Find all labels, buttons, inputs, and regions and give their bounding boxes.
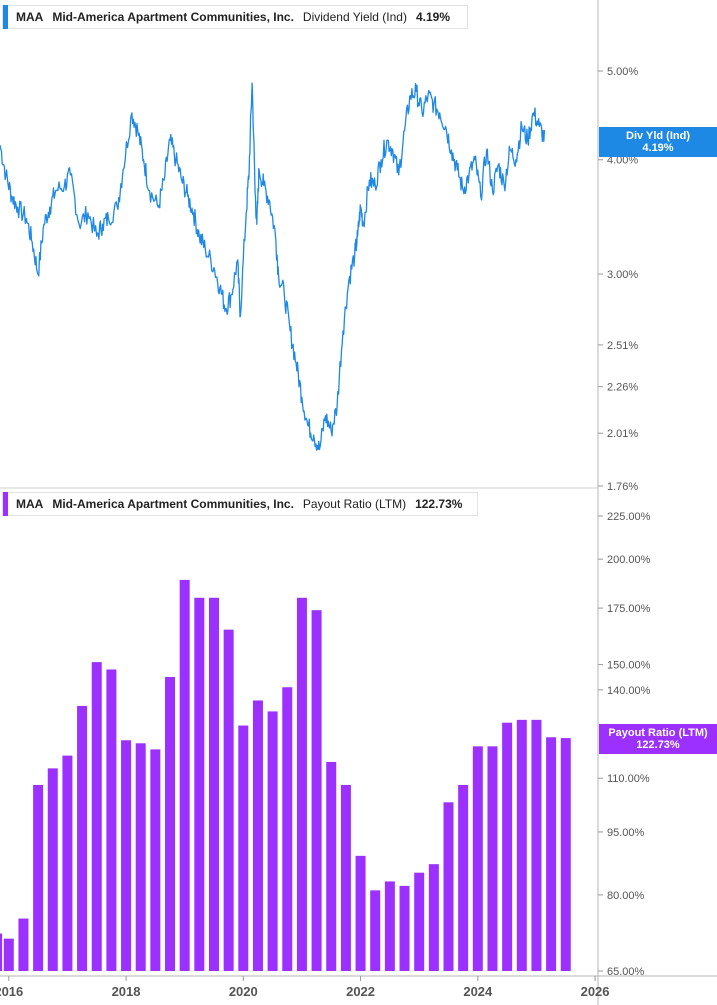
- payout-ratio-bar: [47, 768, 58, 971]
- legend-company: Mid-America Apartment Communities, Inc.: [52, 497, 294, 511]
- payout-ratio-bar: [179, 579, 190, 971]
- payout-ratio-bar: [531, 719, 542, 971]
- payout-ratio-bar: [106, 669, 117, 971]
- payout-ratio-bar: [223, 629, 234, 971]
- dividend-yield-series: [0, 82, 546, 451]
- payout-ratio-bar: [121, 740, 132, 971]
- payout-ratio-bar: [428, 864, 439, 971]
- y-tick-label: 5.00%: [607, 66, 638, 78]
- payout-ratio-bar: [135, 743, 146, 971]
- payout-ratio-bar: [311, 610, 322, 971]
- payout-ratio-bar: [384, 881, 395, 971]
- payout-ratio-bar: [502, 722, 513, 971]
- payout-ratio-bar: [472, 746, 483, 971]
- legend-value: 4.19%: [415, 10, 451, 24]
- payout-ratio-bar: [516, 719, 527, 971]
- payout-ratio-swatch: [3, 492, 8, 516]
- y-tick-label: 225.00%: [607, 511, 651, 523]
- y-tick-label: 2.26%: [607, 382, 638, 394]
- payout-ratio-bar: [77, 705, 88, 971]
- y-tick-label: 95.00%: [607, 827, 645, 839]
- payout-ratio-bar: [282, 687, 293, 971]
- payout-ratio-bar: [252, 700, 263, 971]
- dividend-yield-line: [0, 82, 546, 451]
- x-tick-label: 2018: [112, 984, 141, 999]
- payout-ratio-bar: [150, 749, 161, 971]
- payout-ratio-value-tag: Payout Ratio (LTM) 122.73%: [599, 724, 717, 754]
- y-tick-label: 80.00%: [607, 890, 645, 902]
- y-tick-label: 200.00%: [607, 554, 651, 566]
- tag-label: Payout Ratio (LTM): [608, 727, 708, 739]
- y-tick-label: 150.00%: [607, 660, 651, 672]
- legend-ticker: MAA: [16, 497, 44, 511]
- y-tick-label: 140.00%: [607, 685, 651, 697]
- payout-ratio-bar: [3, 938, 14, 971]
- payout-ratio-bar: [370, 890, 381, 971]
- payout-ratio-legend: MAA Mid-America Apartment Communities, I…: [2, 492, 478, 516]
- payout-ratio-bar: [18, 918, 29, 971]
- tag-value: 122.73%: [636, 739, 680, 751]
- payout-ratio-bar: [414, 872, 425, 971]
- legend-metric: Dividend Yield (Ind): [302, 10, 407, 24]
- tag-label: Div Yld (Ind): [626, 130, 690, 142]
- payout-ratio-bar: [238, 725, 249, 971]
- x-tick-label: 2024: [463, 984, 493, 999]
- payout-ratio-bar: [267, 711, 278, 971]
- y-tick-label: 3.00%: [607, 269, 638, 281]
- payout-ratio-bar: [399, 885, 410, 971]
- y-tick-label: 65.00%: [607, 966, 645, 978]
- legend-ticker: MAA: [16, 10, 44, 24]
- payout-ratio-bar: [33, 784, 44, 971]
- payout-ratio-bar: [194, 597, 205, 971]
- y-tick-label: 1.76%: [607, 481, 638, 493]
- payout-ratio-bar: [546, 737, 557, 971]
- dividend-yield-swatch: [3, 5, 8, 29]
- x-tick-label: 2026: [581, 984, 610, 999]
- payout-ratio-bar: [355, 855, 366, 971]
- payout-ratio-bar: [560, 738, 571, 971]
- payout-ratio-bar: [443, 802, 454, 971]
- x-tick-label: 2020: [229, 984, 258, 999]
- legend-value: 122.73%: [415, 497, 463, 511]
- payout-ratio-bar: [62, 755, 73, 971]
- y-tick-label: 175.00%: [607, 603, 651, 615]
- payout-ratio-bar: [0, 933, 3, 971]
- tag-value: 4.19%: [642, 142, 674, 154]
- payout-ratio-bar: [340, 784, 351, 971]
- legend-company: Mid-America Apartment Communities, Inc.: [52, 10, 294, 24]
- x-tick-label: 2022: [346, 984, 375, 999]
- payout-ratio-bar: [326, 761, 337, 971]
- payout-ratio-bar: [296, 597, 307, 971]
- payout-ratio-bar: [91, 662, 102, 971]
- legend-metric: Payout Ratio (LTM): [302, 497, 407, 511]
- payout-ratio-bar: [487, 746, 498, 971]
- payout-ratio-series: [0, 579, 571, 971]
- y-tick-label: 110.00%: [607, 773, 650, 785]
- payout-ratio-bar: [208, 597, 219, 971]
- dividend-yield-value-tag: Div Yld (Ind) 4.19%: [599, 127, 717, 157]
- x-tick-label: 2016: [0, 984, 23, 999]
- y-tick-label: 4.00%: [607, 155, 638, 167]
- y-tick-label: 2.51%: [607, 340, 638, 352]
- dividend-yield-legend: MAA Mid-America Apartment Communities, I…: [2, 5, 468, 29]
- payout-ratio-bar: [458, 784, 469, 971]
- y-tick-label: 2.01%: [607, 428, 638, 440]
- payout-ratio-bar: [165, 676, 176, 971]
